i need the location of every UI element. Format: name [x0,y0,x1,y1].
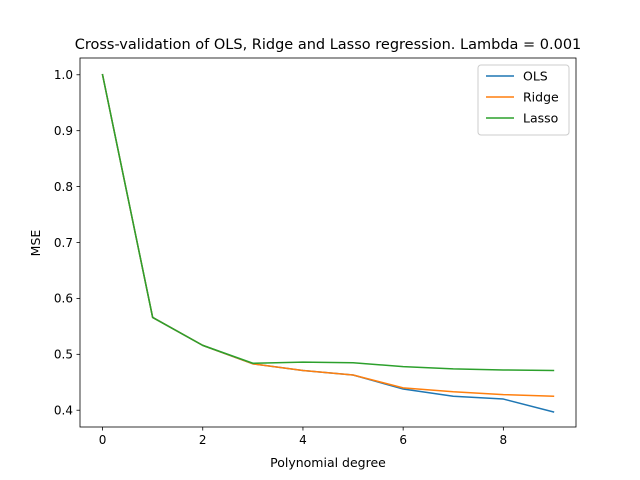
legend-label-lasso: Lasso [523,111,558,126]
legend-label-ols: OLS [523,69,548,84]
plot-area: 0 2 4 6 8 0.4 0.5 0.6 0.7 0.8 0.9 1.0 OLS Ridge Lasso [54,57,577,447]
y-tick-label: 0.4 [54,404,73,418]
chart-title: Cross-validation of OLS, Ridge and Lasso… [75,37,582,53]
y-tick-label: 1.0 [54,68,73,82]
y-tick-label: 0.6 [54,292,73,306]
y-axis-label: MSE [28,230,43,257]
x-tick-label: 4 [299,433,307,447]
y-tick-label: 0.9 [54,124,73,138]
x-axis-label: Polynomial degree [270,455,386,470]
x-tick-label: 8 [500,433,508,447]
x-tick-label: 2 [199,433,207,447]
y-tick-label: 0.8 [54,180,73,194]
x-tick-label: 6 [399,433,407,447]
y-tick-label: 0.5 [54,348,73,362]
y-tick-label: 0.7 [54,236,73,250]
series-line-lasso [101,73,555,372]
legend-label-ridge: Ridge [523,90,559,105]
x-tick-label: 0 [99,433,107,447]
